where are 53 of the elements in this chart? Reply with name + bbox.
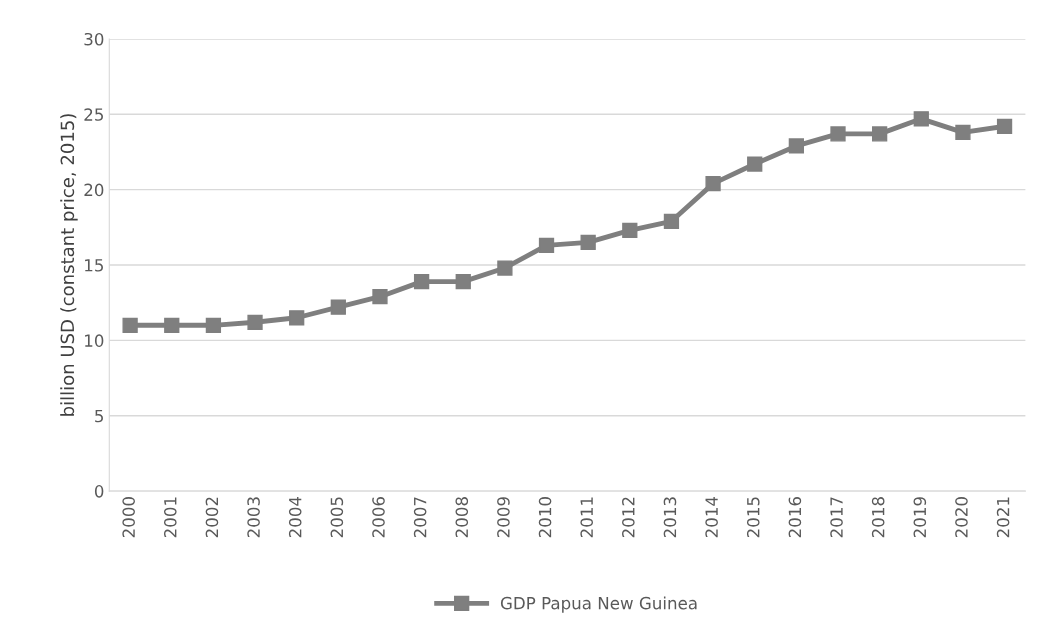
x-tick-label: 2009 [497, 497, 510, 538]
point [538, 237, 555, 254]
point [455, 273, 471, 290]
x-tick-label: 2011 [580, 497, 593, 538]
point [830, 126, 846, 142]
x-tick-label: 2019 [913, 497, 927, 538]
x-tick-label: 2013 [663, 497, 677, 538]
y-tick-label: 25 [84, 108, 103, 121]
point [372, 289, 388, 305]
x-tick-label: 2020 [955, 497, 968, 538]
point [788, 138, 805, 154]
x-tick-label: 2021 [996, 497, 1010, 538]
y-axis-title: billion USD (constant price, 2015) [60, 114, 78, 416]
point [247, 314, 263, 330]
point [705, 175, 721, 192]
point [122, 317, 138, 333]
x-tick-label: 2014 [705, 496, 718, 538]
y-tick-label: 20 [84, 183, 104, 197]
point [497, 260, 513, 276]
point [580, 234, 596, 251]
x-tick-label: 2003 [247, 497, 260, 538]
y-tick-label: 5 [95, 409, 103, 423]
x-tick-label: 2016 [788, 497, 802, 538]
y-tick-label: 15 [85, 259, 103, 272]
x-tick-label: 2005 [330, 497, 344, 538]
x-tick-label: 2002 [205, 497, 219, 538]
legend-label: GDP Papua New Guinea [500, 596, 697, 613]
x-tick-label: 2010 [538, 497, 552, 538]
x-tick-label: 2004 [288, 496, 302, 538]
x-tick-label: 2008 [455, 497, 469, 538]
point [996, 118, 1013, 134]
point [955, 124, 971, 141]
point [289, 310, 305, 326]
y-tick-label: 10 [85, 334, 104, 347]
x-tick-label: 2007 [413, 497, 427, 538]
y-tick-label: 0 [94, 485, 104, 498]
x-tick-label: 2018 [871, 497, 885, 538]
x-tick-label: 2006 [372, 497, 385, 538]
x-tick-label: 2012 [622, 497, 635, 538]
point [205, 317, 222, 333]
y-tick-label: 30 [84, 32, 104, 46]
point [164, 317, 180, 333]
x-tick-label: 2015 [746, 497, 760, 538]
x-tick-label: 2017 [830, 497, 843, 538]
point [413, 273, 430, 290]
point [663, 213, 680, 229]
x-tick-label: 2000 [122, 497, 135, 538]
point [913, 111, 929, 127]
point [622, 222, 638, 238]
x-tick-label: 2001 [163, 497, 177, 538]
point [330, 299, 346, 315]
point [747, 156, 763, 172]
point [872, 126, 888, 142]
